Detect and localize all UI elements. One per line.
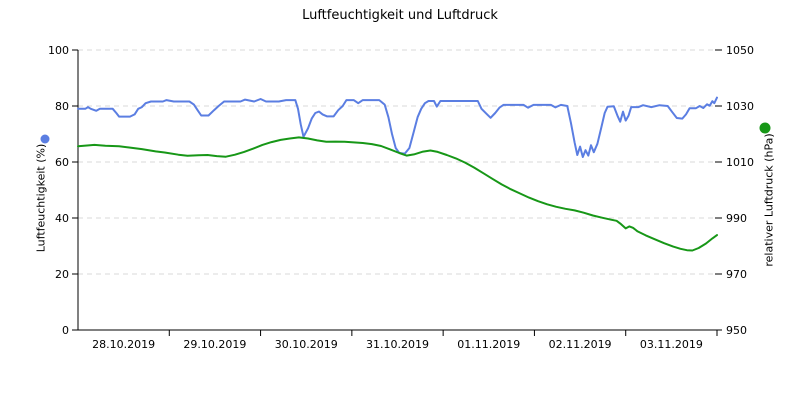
y-right-tick-label: 970: [726, 268, 747, 281]
right-axis-title: relativer Luftdruck (hPa): [762, 133, 776, 267]
y-right-tick-label: 1010: [726, 156, 754, 169]
pressure-line: [77, 136, 718, 252]
y-left-tick-label: 20: [55, 268, 69, 281]
pressure-legend-dot-icon: [759, 122, 771, 134]
x-tick-label: 29.10.2019: [183, 338, 246, 351]
humidity-legend-dot-icon: [40, 134, 50, 144]
y-right-tick-label: 990: [726, 212, 747, 225]
y-right-tick-label: 1030: [726, 100, 754, 113]
y-left-tick-label: 60: [55, 156, 69, 169]
y-left-tick-label: 40: [55, 212, 69, 225]
y-right-tick-label: 950: [726, 324, 747, 337]
x-tick-label: 31.10.2019: [366, 338, 429, 351]
x-tick-label: 02.11.2019: [549, 338, 612, 351]
x-tick-label: 01.11.2019: [457, 338, 520, 351]
y-left-tick-label: 80: [55, 100, 69, 113]
y-right-tick-label: 1050: [726, 44, 754, 57]
humidity-line: [77, 96, 718, 158]
y-left-tick-label: 100: [48, 44, 69, 57]
x-tick-label: 28.10.2019: [92, 338, 155, 351]
y-left-tick-label: 0: [62, 324, 69, 337]
x-tick-label: 30.10.2019: [275, 338, 338, 351]
x-tick-label: 03.11.2019: [640, 338, 703, 351]
chart-title: Luftfeuchtigkeit und Luftdruck: [302, 8, 498, 23]
left-axis-title: Luftfeuchtigkeit (%): [34, 143, 48, 253]
